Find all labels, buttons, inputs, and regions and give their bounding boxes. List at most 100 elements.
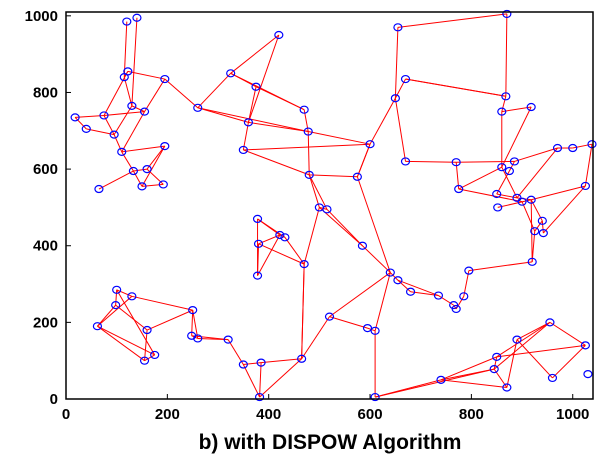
node-point [583, 369, 593, 379]
edge-line [496, 321, 551, 358]
edge-line [516, 321, 551, 341]
edge-line [307, 131, 310, 175]
node-point [188, 306, 198, 315]
node-point [238, 145, 248, 155]
node-point [517, 197, 527, 206]
node-point [297, 354, 307, 363]
edge-line [394, 27, 399, 99]
node-point [193, 334, 203, 343]
edge-line [514, 147, 558, 162]
edge-line [97, 325, 145, 362]
node-point [128, 166, 138, 176]
node-point [393, 276, 403, 285]
node-point [92, 322, 103, 331]
node-point [137, 182, 147, 191]
edge-line [86, 128, 115, 136]
x-tick-label: 600 [358, 406, 383, 423]
edge-line [259, 358, 302, 398]
node-point [393, 23, 403, 32]
edge-line [197, 72, 232, 109]
node-point [252, 271, 263, 280]
edge-line [397, 13, 507, 28]
node-point [254, 392, 265, 402]
node-point [256, 358, 266, 367]
edge-line [197, 107, 309, 133]
edge-line [572, 143, 593, 149]
edge-line [326, 208, 363, 247]
node-point [512, 335, 522, 344]
node-point [433, 291, 444, 300]
node-point [81, 124, 91, 133]
node-point [99, 111, 109, 120]
edge-line [121, 111, 145, 153]
edge-line [534, 220, 543, 232]
node-point [464, 266, 474, 275]
node-point [370, 326, 380, 335]
edge-line [230, 34, 280, 74]
node-point [123, 67, 133, 76]
edge-line [97, 304, 117, 327]
node-point [504, 166, 514, 176]
node-point [299, 260, 309, 269]
node-point [492, 189, 502, 199]
node-point [132, 13, 142, 22]
node-point [538, 228, 548, 238]
node-point [362, 324, 373, 333]
node-point [493, 203, 503, 212]
edge-line [248, 121, 309, 133]
node-point [527, 257, 537, 266]
edge-line [133, 168, 148, 172]
edge-line [127, 70, 165, 80]
node-point [160, 142, 170, 151]
edge-line [257, 243, 260, 276]
edge-line [144, 329, 148, 361]
edge-line [144, 354, 155, 362]
edge-line [192, 310, 199, 339]
node-point [530, 227, 540, 236]
node-point [502, 383, 512, 392]
x-tick-label: 400 [256, 406, 281, 423]
node-point [251, 82, 261, 91]
node-point [238, 360, 248, 369]
node-point [226, 69, 236, 78]
node-point [303, 127, 313, 136]
edge-line [97, 295, 133, 327]
edge-line [356, 144, 371, 177]
node-point [139, 107, 150, 116]
edge-line [257, 218, 286, 238]
node-point [322, 205, 332, 214]
edge-line [505, 13, 508, 97]
edge-line [75, 114, 105, 118]
node-point [497, 107, 507, 116]
edge-line [131, 295, 193, 311]
edge-line [329, 316, 368, 329]
edge-line [141, 145, 166, 187]
node-point [436, 375, 446, 384]
node-point [451, 304, 461, 314]
node-point [94, 184, 104, 194]
node-point [324, 312, 335, 321]
y-tick-label: 600 [33, 161, 58, 178]
edge-line [115, 289, 118, 306]
node-point [385, 268, 395, 277]
edge-line [113, 105, 133, 135]
edge-line [261, 358, 302, 364]
node-point [299, 105, 309, 114]
edge-line [123, 21, 128, 78]
edge-line [521, 201, 536, 232]
edge-line [303, 207, 320, 265]
ticks-layer: 0 200 400 600 800 1000 0 200 400 600 800 1000 [25, 8, 590, 423]
node-point [280, 233, 290, 242]
edge-line [496, 344, 586, 358]
node-point [587, 140, 597, 149]
node-point [304, 170, 314, 179]
node-point [111, 301, 121, 310]
edge-line [284, 237, 305, 265]
edge-line [440, 379, 507, 389]
node-point [390, 94, 400, 103]
edge-line [103, 111, 145, 116]
edge-line [552, 345, 586, 379]
node-point [405, 287, 416, 296]
edge-line [301, 316, 330, 360]
node-point [400, 74, 411, 84]
